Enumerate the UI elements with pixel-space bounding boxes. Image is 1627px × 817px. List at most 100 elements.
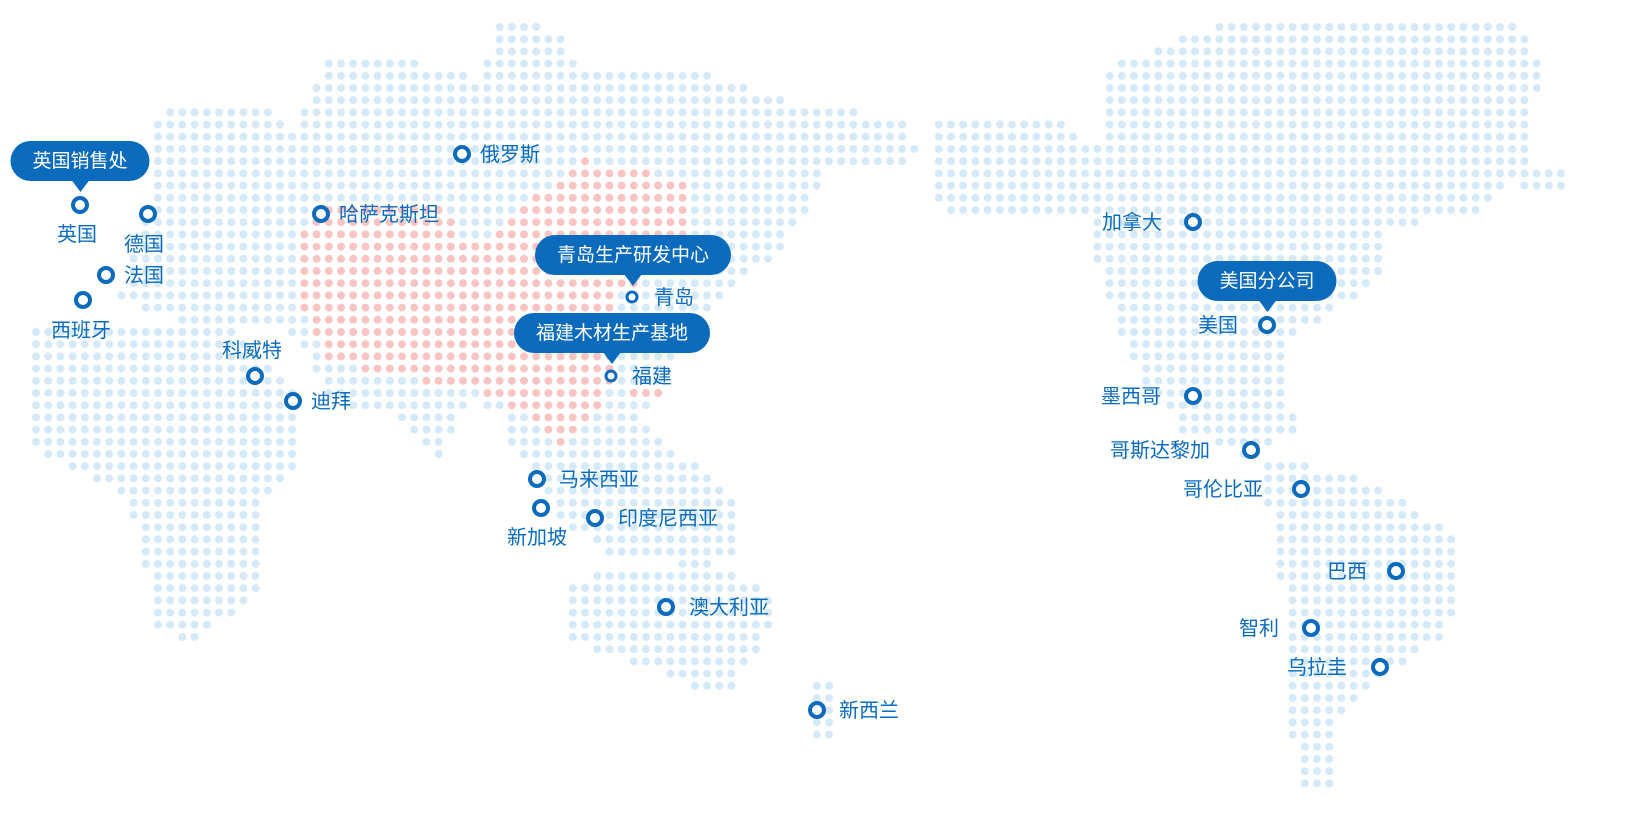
marker-usa[interactable] <box>1258 316 1276 334</box>
china-dot <box>532 291 541 300</box>
land-dot <box>1386 35 1395 44</box>
china-dot <box>410 279 419 288</box>
land-dot <box>1337 559 1346 568</box>
marker-mexico[interactable] <box>1184 387 1202 405</box>
marker-newzealand[interactable] <box>808 701 826 719</box>
marker-qingdao[interactable] <box>625 290 639 304</box>
land-dot <box>1252 84 1260 92</box>
land-dot <box>1142 267 1151 275</box>
marker-australia[interactable] <box>657 598 675 616</box>
land-dot <box>68 352 77 361</box>
land-dot <box>227 340 236 349</box>
land-dot <box>276 437 284 446</box>
marker-dubai[interactable] <box>284 392 302 410</box>
china-dot <box>556 389 565 397</box>
land-dot <box>1117 181 1126 190</box>
land-dot <box>520 35 528 44</box>
land-dot <box>1093 218 1102 227</box>
marker-fujian[interactable] <box>604 369 618 383</box>
land-dot <box>1056 120 1065 129</box>
china-dot <box>495 352 504 361</box>
land-dot <box>1349 572 1358 580</box>
china-dot <box>605 193 614 202</box>
marker-germany[interactable] <box>139 205 157 223</box>
land-dot <box>300 181 309 190</box>
china-dot <box>532 376 541 385</box>
china-dot <box>568 291 577 300</box>
land-dot <box>1276 315 1285 324</box>
land-dot <box>1557 169 1565 178</box>
land-dot <box>1410 535 1419 544</box>
land-dot <box>520 169 528 178</box>
land-dot <box>117 389 126 397</box>
marker-colombia[interactable] <box>1292 480 1310 498</box>
land-dot <box>812 132 821 141</box>
label-usa: 美国 <box>1198 313 1238 337</box>
china-dot <box>410 303 419 312</box>
land-dot <box>605 620 614 629</box>
land-dot <box>727 547 736 556</box>
land-dot <box>605 608 614 617</box>
marker-brazil[interactable] <box>1387 562 1405 580</box>
land-dot <box>690 633 699 641</box>
land-dot <box>80 340 89 349</box>
land-dot <box>154 620 162 629</box>
land-dot <box>1215 145 1224 153</box>
land-dot <box>1337 694 1346 702</box>
land-dot <box>886 132 894 141</box>
land-dot <box>1325 96 1334 105</box>
land-dot <box>154 279 162 288</box>
land-dot <box>32 352 40 361</box>
land-dot <box>703 303 711 312</box>
land-dot <box>520 413 528 422</box>
land-dot <box>422 132 431 141</box>
marker-singapore[interactable] <box>532 499 550 517</box>
china-dot <box>593 206 602 214</box>
china-dot <box>422 291 431 300</box>
marker-chile[interactable] <box>1302 619 1320 637</box>
land-dot <box>690 596 699 605</box>
china-dot <box>532 218 541 227</box>
land-dot <box>1154 193 1163 202</box>
land-dot <box>276 193 284 202</box>
land-dot <box>507 23 516 31</box>
marker-uruguay[interactable] <box>1371 658 1389 676</box>
marker-kuwait[interactable] <box>246 367 264 385</box>
land-dot <box>1288 71 1297 80</box>
marker-malaysia[interactable] <box>528 470 546 488</box>
land-dot <box>373 389 382 397</box>
land-dot <box>227 401 236 410</box>
land-dot <box>556 108 565 117</box>
land-dot <box>1239 84 1248 92</box>
land-dot <box>1288 706 1297 715</box>
land-dot <box>1447 23 1456 31</box>
land-dot <box>1166 84 1175 92</box>
land-dot <box>544 486 553 495</box>
marker-uk[interactable] <box>71 196 89 214</box>
land-dot <box>1215 303 1224 312</box>
land-dot <box>215 254 223 263</box>
land-dot <box>1520 35 1529 44</box>
marker-russia[interactable] <box>453 145 471 163</box>
china-dot <box>361 267 370 275</box>
land-dot <box>56 352 65 361</box>
marker-canada[interactable] <box>1184 213 1202 231</box>
marker-indonesia[interactable] <box>586 509 604 527</box>
land-dot <box>483 71 492 80</box>
land-dot <box>483 401 492 410</box>
land-dot <box>1349 681 1358 690</box>
marker-spain[interactable] <box>74 291 92 309</box>
marker-france[interactable] <box>97 266 115 284</box>
land-dot <box>1191 352 1199 361</box>
land-dot <box>568 523 577 532</box>
land-dot <box>1337 145 1346 153</box>
china-dot <box>605 206 614 214</box>
land-dot <box>947 120 955 129</box>
land-dot <box>141 486 150 495</box>
china-dot <box>385 254 394 263</box>
land-dot <box>215 413 223 422</box>
marker-kazakhstan[interactable] <box>312 205 330 223</box>
land-dot <box>703 120 711 129</box>
land-dot <box>324 132 333 141</box>
marker-costarica[interactable] <box>1242 441 1260 459</box>
